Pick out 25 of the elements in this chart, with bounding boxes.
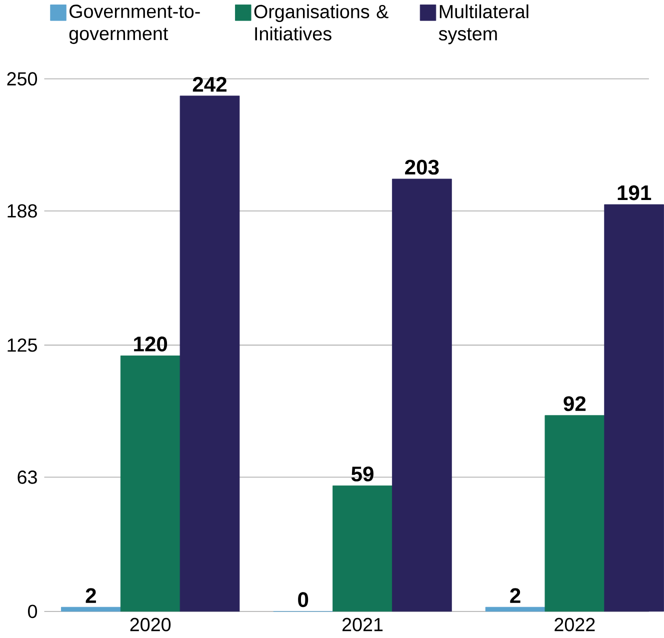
x-tick-label: 2022 (554, 618, 595, 632)
data-label: 0 (298, 592, 308, 608)
y-tick-label: 188 (8, 204, 37, 218)
legend-label: Government-to-government (69, 4, 200, 44)
bar (485, 607, 546, 612)
data-label: 59 (351, 466, 374, 482)
data-label: 120 (134, 336, 168, 352)
data-label: 191 (618, 186, 652, 200)
x-tick-label: 2020 (130, 618, 171, 632)
y-tick-label: 125 (8, 338, 37, 352)
bar (61, 607, 121, 612)
y-tick-label: 63 (18, 470, 37, 484)
bar (120, 356, 180, 612)
data-label: 2 (86, 588, 96, 604)
y-tick-label: 0 (28, 604, 38, 618)
legend-label: Organisations & Initiatives (254, 4, 388, 41)
y-tick-label: 250 (7, 72, 38, 86)
bar (544, 415, 605, 612)
data-label: 203 (405, 160, 439, 175)
data-label: 92 (564, 396, 586, 412)
bar (332, 486, 392, 612)
x-tick-label: 2021 (342, 618, 383, 632)
data-label: 242 (192, 77, 226, 92)
data-label: 2 (510, 588, 520, 604)
legend-label: Multilateral system (438, 4, 528, 44)
